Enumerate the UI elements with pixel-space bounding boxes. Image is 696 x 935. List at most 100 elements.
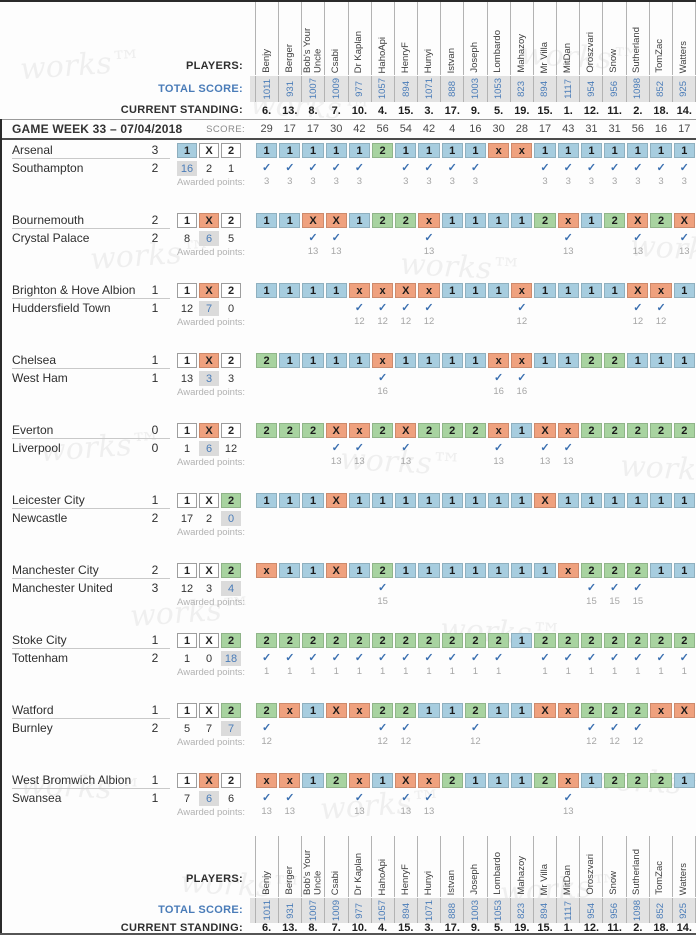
- pick-cell: 1: [488, 283, 510, 298]
- points-row: 16 16 16: [255, 385, 696, 397]
- points-value: 3: [310, 175, 316, 187]
- check-icon: [510, 720, 533, 734]
- player-total-score: 823: [509, 76, 533, 102]
- points-value: 1: [565, 665, 571, 677]
- home-team-score: 1: [151, 703, 159, 717]
- team-separator: [12, 648, 170, 649]
- points-value: [464, 315, 487, 327]
- player-week-score: 31: [608, 122, 621, 135]
- pick-cell: 2: [604, 703, 626, 718]
- match-block: West Bromwich Albion 1 Swansea 1 1 X 2 7 6 6 Award…: [0, 772, 696, 842]
- player-standing: 12.: [583, 104, 600, 117]
- points-value: [603, 315, 626, 327]
- awarded-points-label: Awarded points:: [177, 177, 245, 188]
- pick-cell: 1: [488, 703, 510, 718]
- player-week-score: 42: [422, 122, 436, 135]
- check-icon: ✓: [517, 371, 527, 384]
- points-value: [533, 245, 556, 257]
- check-icon: ✓: [424, 651, 434, 664]
- gameweek-bar: GAME WEEK 33 – 07/04/2018 SCORE:: [0, 119, 696, 140]
- check-icon: ✓: [633, 651, 643, 664]
- pick-cell: 1: [302, 493, 324, 508]
- pick-cell: 1: [302, 563, 324, 578]
- points-value: [371, 245, 394, 257]
- check-icon: ✓: [378, 651, 388, 664]
- check-icon: [603, 370, 626, 384]
- pick-cell: 1: [279, 283, 301, 298]
- check-icon: [301, 510, 324, 524]
- points-value: 1: [403, 665, 409, 677]
- pick-cell: 2: [279, 633, 301, 648]
- pick-cell: 1: [580, 283, 603, 298]
- home-team-name: Brighton & Hove Albion: [12, 283, 136, 297]
- check-icon: [673, 510, 696, 524]
- check-icon: [278, 720, 301, 734]
- check-icon: ✓: [633, 301, 643, 314]
- check-icon: [325, 370, 348, 384]
- points-value: 1: [449, 665, 455, 677]
- pick-cell: 2: [395, 633, 417, 648]
- pick-cell: 1: [650, 563, 672, 578]
- pick-cell: 2: [395, 703, 417, 718]
- player-standing: 18.: [653, 104, 669, 117]
- away-team-name: Tottenham: [12, 651, 69, 665]
- pick-cell: 2: [604, 213, 626, 228]
- pick-cell: x: [256, 563, 278, 578]
- points-value: [487, 805, 510, 817]
- points-value: [673, 805, 696, 817]
- pick-cell: 1: [395, 143, 417, 158]
- points-value: [325, 525, 348, 537]
- check-icon: ✓: [610, 161, 620, 174]
- away-team-name: Southampton: [12, 161, 84, 175]
- player-standing: 2.: [633, 922, 643, 934]
- pick-cell: 1: [534, 563, 556, 578]
- awarded-points-label: Awarded points:: [177, 737, 245, 748]
- pick-cell: 1: [441, 703, 463, 718]
- points-value: [394, 595, 417, 607]
- points-value: [557, 735, 580, 747]
- points-value: [278, 595, 301, 607]
- check-icon: [371, 440, 394, 454]
- points-value: [603, 805, 626, 817]
- team-separator: [12, 368, 170, 369]
- points-value: 13: [330, 245, 342, 257]
- check-icon: [649, 230, 672, 244]
- points-value: 13: [493, 455, 504, 467]
- check-icon: [487, 230, 510, 244]
- pick-cell: 1: [673, 283, 695, 298]
- check-icon: ✓: [470, 161, 481, 174]
- awarded-points-label: Awarded points:: [177, 317, 245, 328]
- pick-cell: 1: [650, 353, 672, 368]
- player-total-score: 852: [648, 76, 672, 102]
- pick-cell: 2: [441, 423, 463, 438]
- player-standing: 6.: [262, 922, 272, 934]
- check-icon: ✓: [378, 301, 388, 314]
- player-name: Csabi: [324, 836, 347, 897]
- player-standing: 5.: [494, 104, 504, 117]
- checks-row: ✓ ✓ ✓ ✓ ✓ ✓: [255, 230, 696, 244]
- match-block: Brighton & Hove Albion 1 Huddersfield Town…: [0, 282, 696, 352]
- pick-cell: x: [650, 703, 672, 718]
- points-value: [255, 245, 278, 257]
- check-icon: [557, 510, 580, 524]
- pick-cell: 2: [441, 633, 463, 648]
- check-icon: [649, 440, 672, 454]
- points-value: [580, 805, 603, 817]
- points-value: [394, 245, 417, 257]
- pick-cell: 2: [372, 633, 394, 648]
- check-icon: ✓: [261, 161, 272, 174]
- check-icon: [487, 300, 510, 314]
- away-team-score: 3: [151, 581, 159, 595]
- points-value: 16: [493, 385, 504, 397]
- points-value: [301, 735, 324, 747]
- check-icon: ✓: [586, 651, 597, 664]
- away-team-name: Crystal Palace: [12, 231, 90, 245]
- pick-cell: 1: [325, 353, 347, 368]
- away-team-name: West Ham: [12, 371, 68, 385]
- player-week-score: 17: [678, 122, 691, 135]
- player-standing: 15.: [398, 922, 414, 934]
- check-icon: [626, 440, 649, 454]
- check-icon: ✓: [401, 651, 411, 664]
